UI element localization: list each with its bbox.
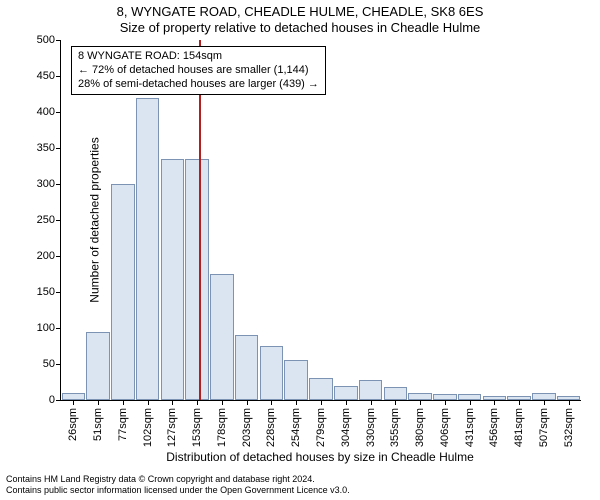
xtick-label: 431sqm — [464, 400, 476, 447]
xtick-label: 51sqm — [92, 400, 104, 441]
bar — [309, 378, 333, 400]
xtick-label: 228sqm — [265, 400, 277, 447]
bar — [532, 393, 556, 400]
xtick-label: 178sqm — [216, 400, 228, 447]
xtick-label: 406sqm — [439, 400, 451, 447]
x-axis-label: Distribution of detached houses by size … — [60, 450, 580, 464]
bar — [86, 332, 110, 400]
bar — [235, 335, 259, 400]
annotation-line: 28% of semi-detached houses are larger (… — [78, 78, 319, 92]
footer-line-1: Contains HM Land Registry data © Crown c… — [6, 474, 350, 485]
ytick-label: 250 — [37, 214, 61, 226]
ytick-label: 350 — [37, 142, 61, 154]
xtick-label: 203sqm — [241, 400, 253, 447]
bar — [210, 274, 234, 400]
xtick-label: 380sqm — [414, 400, 426, 447]
plot-area: 8 WYNGATE ROAD: 154sqm← 72% of detached … — [60, 40, 581, 401]
bar — [284, 360, 308, 400]
ytick-label: 450 — [37, 70, 61, 82]
bar — [161, 159, 185, 400]
bar — [136, 98, 160, 400]
xtick-label: 532sqm — [563, 400, 575, 447]
annotation-line: 8 WYNGATE ROAD: 154sqm — [78, 50, 319, 64]
xtick-label: 127sqm — [166, 400, 178, 447]
bar — [359, 380, 383, 400]
xtick-label: 279sqm — [315, 400, 327, 447]
xtick-label: 77sqm — [117, 400, 129, 441]
ytick-label: 50 — [43, 358, 61, 370]
xtick-label: 481sqm — [513, 400, 525, 447]
xtick-label: 254sqm — [290, 400, 302, 447]
ytick-label: 200 — [37, 250, 61, 262]
bar — [62, 393, 86, 400]
xtick-label: 26sqm — [67, 400, 79, 441]
ytick-label: 500 — [37, 34, 61, 46]
annotation-box: 8 WYNGATE ROAD: 154sqm← 72% of detached … — [71, 46, 326, 95]
ytick-label: 100 — [37, 322, 61, 334]
xtick-label: 507sqm — [538, 400, 550, 447]
figure-root: 8, WYNGATE ROAD, CHEADLE HULME, CHEADLE,… — [0, 0, 600, 500]
ytick-label: 400 — [37, 106, 61, 118]
bar — [260, 346, 284, 400]
bar — [111, 184, 135, 400]
chart-title-line1: 8, WYNGATE ROAD, CHEADLE HULME, CHEADLE,… — [0, 4, 600, 20]
xtick-label: 304sqm — [340, 400, 352, 447]
footer-attribution: Contains HM Land Registry data © Crown c… — [6, 474, 350, 496]
footer-line-2: Contains public sector information licen… — [6, 485, 350, 496]
bar — [334, 386, 358, 400]
annotation-line: ← 72% of detached houses are smaller (1,… — [78, 64, 319, 78]
chart-title-line2: Size of property relative to detached ho… — [0, 20, 600, 36]
xtick-label: 355sqm — [389, 400, 401, 447]
xtick-label: 153sqm — [191, 400, 203, 447]
bar — [384, 387, 408, 400]
bar — [185, 159, 209, 400]
bar — [408, 393, 432, 400]
ytick-label: 300 — [37, 178, 61, 190]
xtick-label: 330sqm — [365, 400, 377, 447]
ytick-label: 0 — [49, 394, 61, 406]
xtick-label: 456sqm — [488, 400, 500, 447]
ytick-label: 150 — [37, 286, 61, 298]
xtick-label: 102sqm — [142, 400, 154, 447]
